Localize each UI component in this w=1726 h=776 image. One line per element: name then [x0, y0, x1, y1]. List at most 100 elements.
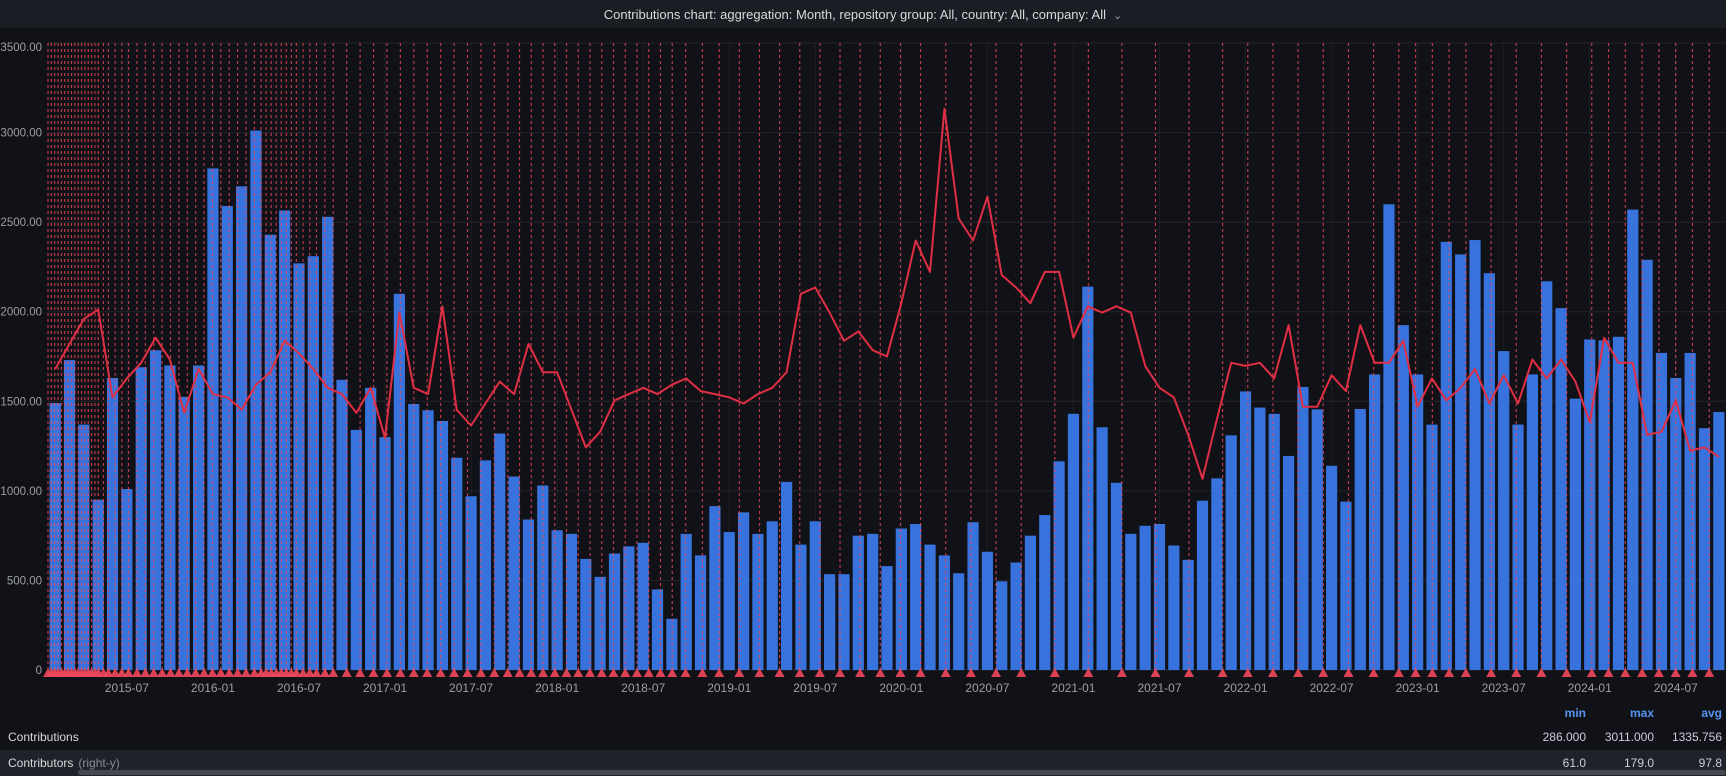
bar-2021-06[interactable]: [1139, 525, 1151, 670]
bar-2015-09[interactable]: [149, 350, 162, 670]
bar-2023-01[interactable]: [1412, 374, 1424, 670]
bar-2020-12[interactable]: [1053, 461, 1065, 670]
bar-2022-04[interactable]: [1282, 455, 1295, 670]
annotation-marker-icon[interactable]: [215, 668, 226, 677]
annotation-marker-icon[interactable]: [697, 668, 708, 677]
bar-2019-03[interactable]: [752, 533, 764, 670]
bar-2017-07[interactable]: [465, 496, 477, 670]
annotation-marker-icon[interactable]: [328, 668, 339, 677]
bar-2015-12[interactable]: [192, 365, 205, 670]
bar-2016-11[interactable]: [350, 429, 362, 670]
bar-2019-09[interactable]: [838, 574, 850, 670]
annotation-marker-icon[interactable]: [794, 668, 805, 677]
bar-2019-11[interactable]: [867, 533, 879, 670]
annotation-marker-icon[interactable]: [224, 668, 235, 677]
bar-2024-10[interactable]: [1713, 412, 1725, 670]
annotation-marker-icon[interactable]: [422, 668, 433, 677]
bar-2024-03[interactable]: [1612, 336, 1625, 670]
annotation-marker-icon[interactable]: [381, 668, 392, 677]
annotation-marker-icon[interactable]: [561, 668, 572, 677]
annotation-marker-icon[interactable]: [965, 668, 976, 677]
annotation-marker-icon[interactable]: [1184, 668, 1195, 677]
annotation-marker-icon[interactable]: [1511, 668, 1522, 677]
bar-2018-12[interactable]: [709, 506, 721, 670]
contributors-line-path[interactable]: [54, 107, 1720, 480]
bar-2020-11[interactable]: [1039, 515, 1051, 670]
bar-2017-04[interactable]: [422, 410, 434, 670]
annotation-marker-icon[interactable]: [514, 668, 525, 677]
bar-2022-01[interactable]: [1239, 391, 1252, 670]
annotation-marker-icon[interactable]: [915, 668, 926, 677]
bar-2023-09[interactable]: [1526, 374, 1538, 670]
annotation-marker-icon[interactable]: [110, 668, 121, 677]
bar-2022-08[interactable]: [1340, 501, 1352, 670]
bar-2016-05[interactable]: [264, 234, 276, 670]
bar-2022-07[interactable]: [1326, 465, 1338, 670]
bar-2020-01[interactable]: [895, 528, 907, 670]
annotation-marker-icon[interactable]: [449, 668, 460, 677]
bar-2024-06[interactable]: [1655, 352, 1668, 670]
annotation-marker-icon[interactable]: [408, 668, 419, 677]
bar-2017-10[interactable]: [508, 476, 520, 670]
panel-header[interactable]: Contributions chart: aggregation: Month,…: [0, 0, 1726, 28]
bar-2021-05[interactable]: [1125, 533, 1137, 670]
annotation-marker-icon[interactable]: [395, 668, 406, 677]
annotation-marker-icon[interactable]: [1486, 668, 1497, 677]
annotation-marker-icon[interactable]: [157, 668, 168, 677]
annotation-marker-icon[interactable]: [1670, 668, 1681, 677]
annotation-marker-icon[interactable]: [435, 668, 446, 677]
annotation-marker-icon[interactable]: [1150, 668, 1161, 677]
annotation-marker-icon[interactable]: [199, 668, 210, 677]
bar-2016-06[interactable]: [279, 210, 291, 670]
annotation-marker-icon[interactable]: [655, 668, 666, 677]
annotation-marker-icon[interactable]: [875, 668, 886, 677]
bar-2019-12[interactable]: [881, 566, 893, 670]
annotation-marker-icon[interactable]: [631, 668, 642, 677]
bar-2016-10[interactable]: [336, 379, 348, 670]
series-label[interactable]: Contributions: [8, 729, 79, 744]
bar-2018-06[interactable]: [623, 546, 635, 670]
annotation-marker-icon[interactable]: [249, 668, 260, 677]
annotation-marker-icon[interactable]: [1561, 668, 1572, 677]
bar-2021-04[interactable]: [1110, 482, 1123, 670]
bar-2020-08[interactable]: [996, 581, 1008, 670]
bar-2019-01[interactable]: [723, 532, 735, 670]
bar-2016-02[interactable]: [221, 206, 233, 670]
annotation-marker-icon[interactable]: [754, 668, 765, 677]
bar-2021-11[interactable]: [1211, 478, 1223, 670]
annotation-marker-icon[interactable]: [1049, 668, 1060, 677]
annotation-marker-icon[interactable]: [319, 668, 330, 677]
bar-2023-06[interactable]: [1483, 273, 1495, 670]
bar-2022-06[interactable]: [1311, 409, 1323, 670]
annotation-marker-icon[interactable]: [368, 668, 379, 677]
annotation-marker-icon[interactable]: [620, 668, 631, 677]
bar-2019-05[interactable]: [781, 481, 793, 670]
bar-2024-08[interactable]: [1684, 352, 1696, 670]
annotation-marker-icon[interactable]: [573, 668, 584, 677]
bar-2021-09[interactable]: [1182, 559, 1194, 670]
bar-2018-01[interactable]: [551, 530, 563, 670]
bar-2018-07[interactable]: [637, 542, 649, 670]
annotation-marker-icon[interactable]: [165, 668, 176, 677]
annotation-marker-icon[interactable]: [940, 668, 951, 677]
bar-2017-08[interactable]: [479, 460, 492, 670]
annotation-marker-icon[interactable]: [1620, 668, 1631, 677]
bar-2020-10[interactable]: [1024, 535, 1037, 670]
bar-2022-11[interactable]: [1383, 204, 1395, 670]
bar-2021-02[interactable]: [1082, 286, 1094, 670]
bar-2020-02[interactable]: [910, 523, 922, 670]
bar-2020-06[interactable]: [967, 522, 979, 670]
annotation-marker-icon[interactable]: [207, 668, 218, 677]
bar-2016-09[interactable]: [322, 216, 334, 671]
annotation-marker-icon[interactable]: [1343, 668, 1354, 677]
bar-2015-08[interactable]: [135, 367, 147, 670]
bar-2018-05[interactable]: [608, 553, 621, 670]
annotation-marker-icon[interactable]: [311, 668, 322, 677]
annotation-marker-icon[interactable]: [1460, 668, 1471, 677]
bar-2016-07[interactable]: [293, 263, 305, 670]
bar-2019-10[interactable]: [852, 535, 864, 670]
annotation-marker-icon[interactable]: [680, 668, 691, 677]
bar-2022-10[interactable]: [1369, 374, 1381, 670]
annotation-marker-icon[interactable]: [1444, 668, 1455, 677]
annotation-marker-icon[interactable]: [774, 668, 785, 677]
